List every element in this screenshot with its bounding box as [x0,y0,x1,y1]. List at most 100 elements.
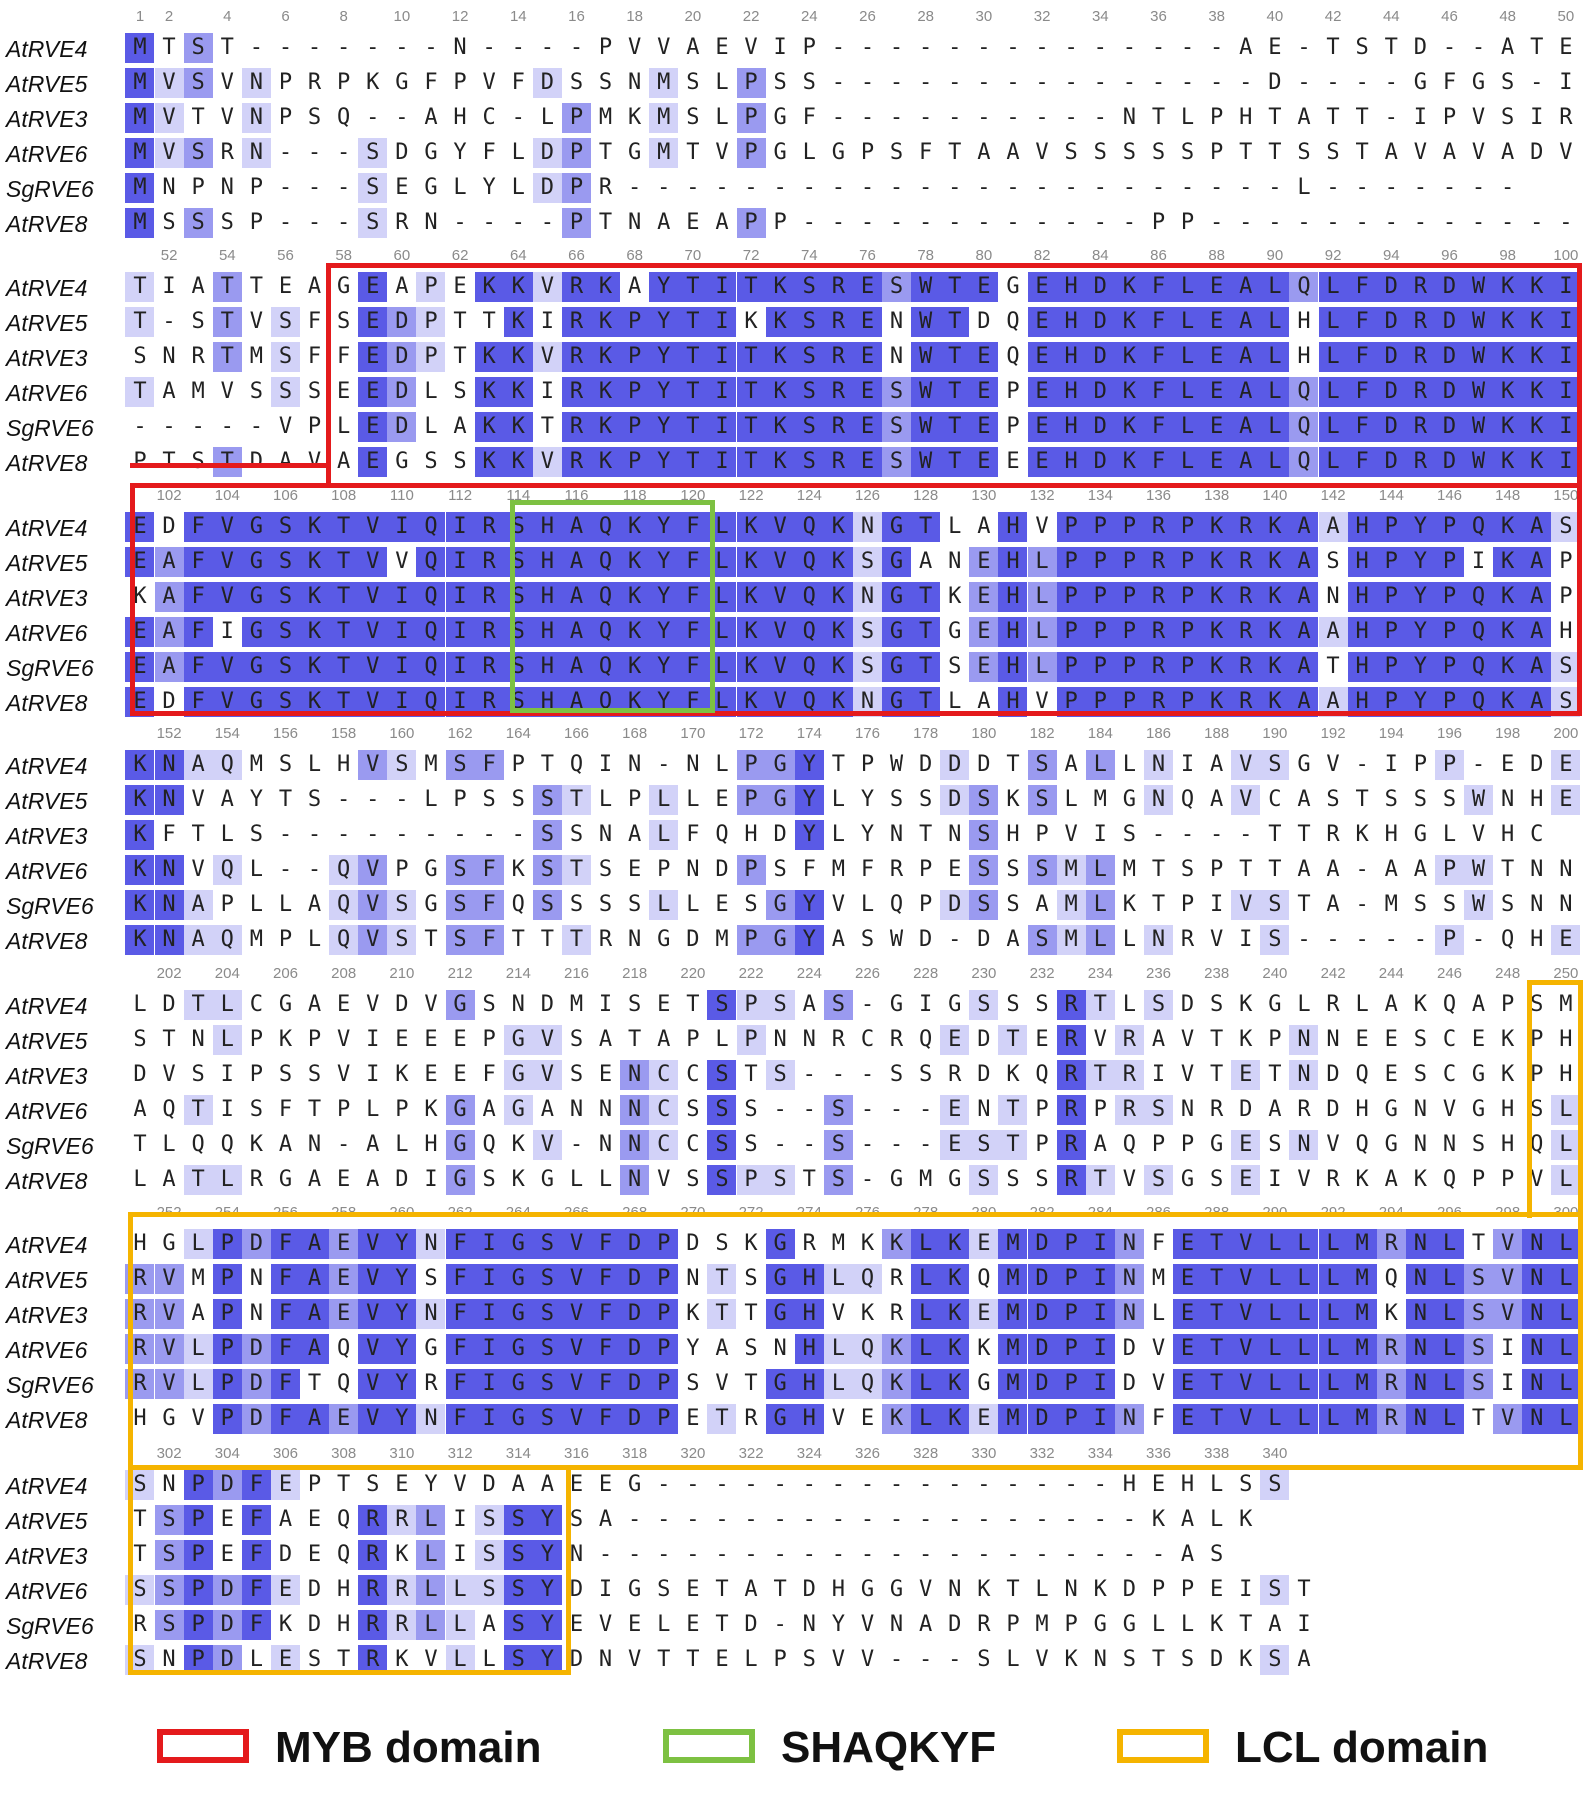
residue: K [765,342,795,372]
residue: S [1355,35,1369,60]
residue: H [133,1406,147,1431]
residue: P [183,1470,213,1500]
residue: P [860,140,875,165]
residue: - [1442,210,1457,235]
residue: Y [794,820,824,850]
residue: T [1268,105,1282,130]
residue: F [591,1264,621,1294]
residue: S [532,1334,562,1364]
residue: P [1006,379,1020,404]
residue: S [686,1097,700,1122]
residue: D [686,927,700,952]
residue: V [1559,140,1573,165]
residue: T [183,1165,213,1195]
residue: D [569,1647,584,1672]
residue: A [686,35,700,60]
residue: T [744,1371,758,1396]
residue: - [307,857,322,882]
residue: S [532,1404,562,1434]
residue: R [249,1167,263,1192]
ruler-number: 340 [1262,1445,1288,1462]
ruler-number: 226 [854,965,881,982]
residue: A [133,1097,147,1122]
residue: R [1376,1404,1406,1434]
residue: E [852,377,882,407]
residue: G [241,547,271,577]
residue: - [889,105,904,130]
residue: E [628,1612,642,1637]
residue: T [183,1095,213,1125]
residue: L [823,1334,853,1364]
residue: - [1035,70,1049,95]
residue: - [802,210,816,235]
residue: A [1522,582,1552,612]
residue: K [882,1404,912,1434]
ruler-number: 28 [917,8,935,25]
residue: Q [715,822,729,847]
residue: T [1151,892,1166,917]
residue: S [773,70,787,95]
residue: S [1180,857,1195,882]
residue: G [765,925,795,955]
residue: P [1376,617,1406,647]
residue: A [598,1507,613,1532]
residue: D [241,1229,271,1259]
sequence-name: AtRVE3 [6,106,88,132]
residue: D [1376,447,1406,477]
ruler-number: 134 [1087,487,1113,504]
residue: F [919,140,933,165]
residue: F [678,652,708,682]
residue: R [1143,547,1173,577]
residue: P [1056,687,1086,717]
residue: P [620,412,650,442]
residue: K [736,652,766,682]
residue: L [1085,890,1115,920]
residue: V [1326,1132,1340,1157]
residue: I [1085,1264,1115,1294]
residue: R [889,1301,904,1326]
residue: L [707,512,737,542]
residue: W [1464,342,1494,372]
residue: Q [1442,1167,1457,1192]
residue: E [1173,1404,1203,1434]
residue: T [1530,35,1544,60]
sequence-name: AtRVE8 [6,1168,88,1194]
residue: S [794,377,824,407]
residue: - [1035,1507,1049,1532]
residue: D [307,1612,322,1637]
residue: S [503,1610,533,1640]
ruler-number: 148 [1495,487,1521,504]
residue: T [1326,654,1340,679]
residue: L [1064,787,1078,812]
ruler-number: 150 [1553,487,1579,504]
residue: E [1035,1027,1049,1052]
residue: P [416,272,446,302]
residue: P [278,927,293,952]
ruler-number: 318 [622,1445,648,1462]
residue: G [1384,1132,1398,1157]
ruler-number: 282 [1029,1204,1055,1221]
residue: Q [1289,412,1319,442]
residue: S [532,855,562,885]
residue: D [620,1229,650,1259]
residue: L [337,414,351,439]
ruler-number: 292 [1320,1204,1346,1221]
residue: K [1493,652,1523,682]
residue: V [561,1369,591,1399]
residue: - [977,70,991,95]
residue: D [1434,307,1464,337]
residue: - [715,175,729,200]
residue: H [1501,822,1515,847]
residue: - [1413,210,1427,235]
residue: L [831,787,845,812]
residue: S [511,787,525,812]
residue: T [1355,105,1369,130]
residue: D [482,1472,496,1497]
sequence-row: AtRVE4 M T S T - - - - - - - N - - - - P V V A E V I P - - - - - - - - - -… [0,33,1585,63]
residue: E [628,857,642,882]
residue: D [212,1575,242,1605]
residue: - [1471,927,1486,952]
residue: Q [591,547,621,577]
ruler-number: 212 [447,965,473,982]
residue: K [511,857,525,882]
